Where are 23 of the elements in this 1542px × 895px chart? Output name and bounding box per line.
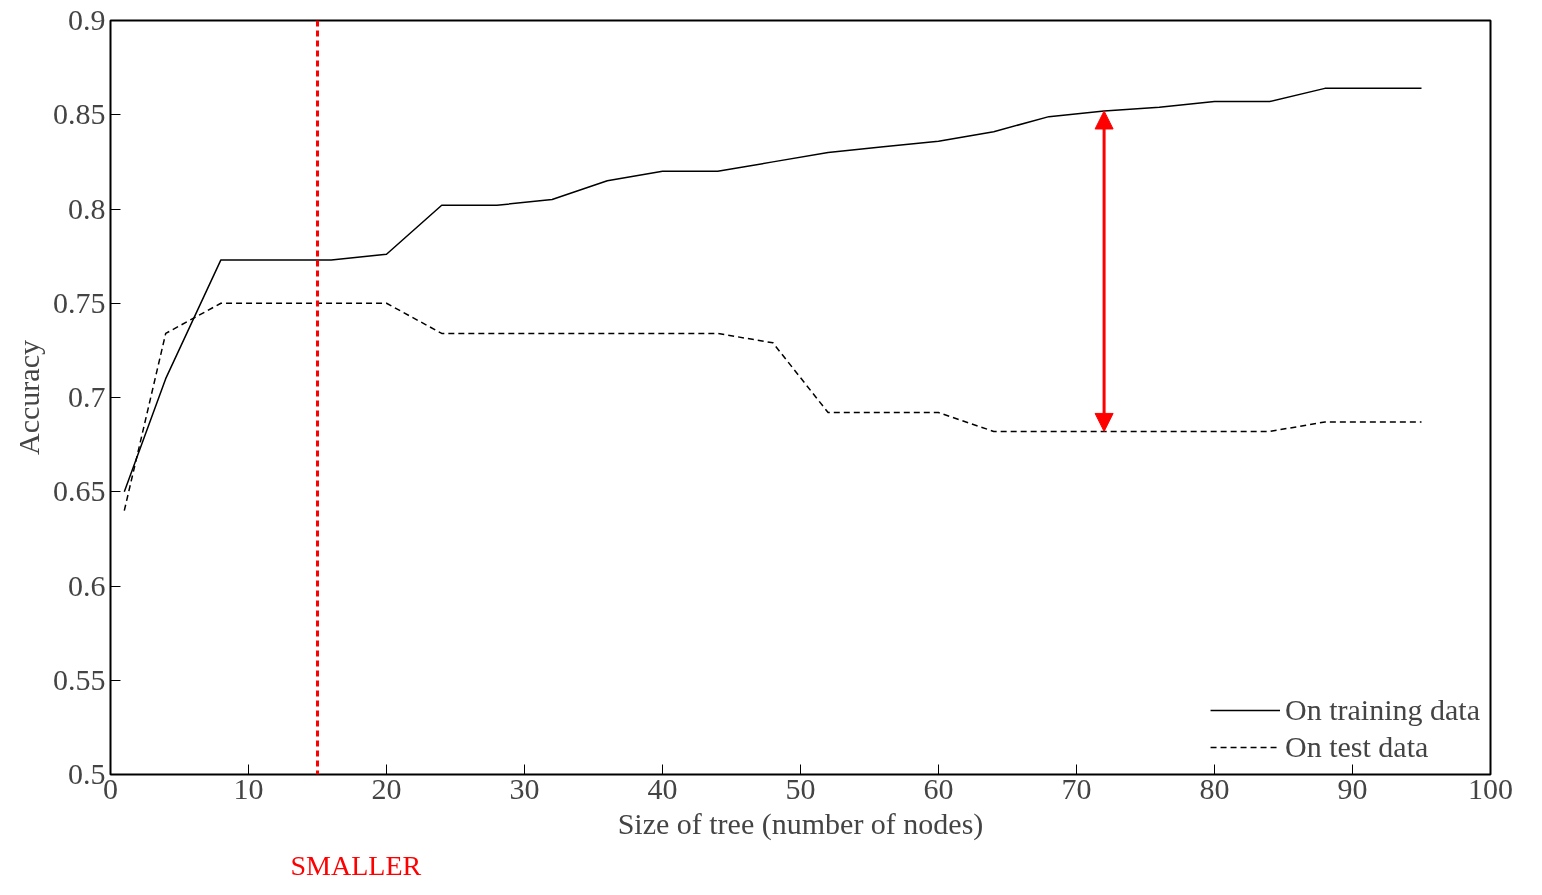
x-tick-label: 60 — [923, 771, 954, 805]
x-tick-label: 80 — [1199, 771, 1230, 805]
y-tick-label: 0.6 — [68, 568, 106, 602]
y-axis-title: Accuracy — [12, 340, 45, 455]
legend-label: On test data — [1285, 730, 1429, 764]
y-tick-label: 0.9 — [68, 3, 106, 36]
x-axis-title: Size of tree (number of nodes) — [617, 806, 984, 841]
x-tick-label: 40 — [647, 771, 678, 805]
x-tick-label: 100 — [1468, 771, 1513, 805]
y-tick-label: 0.65 — [53, 474, 106, 508]
x-tick-label: 30 — [509, 771, 540, 805]
x-tick-label: 70 — [1061, 771, 1092, 805]
text: SMALLER — [290, 849, 422, 881]
y-tick-label: 0.55 — [53, 662, 106, 696]
x-tick-label: 10 — [233, 771, 264, 805]
y-tick-label: 0.75 — [53, 285, 106, 319]
y-tick-label: 0.85 — [53, 97, 106, 131]
x-tick-label: 20 — [371, 771, 402, 805]
y-tick-label: 0.8 — [68, 191, 106, 225]
legend-label: On training data — [1285, 693, 1480, 727]
x-tick-label: 90 — [1337, 771, 1368, 805]
x-tick-label: 50 — [785, 771, 816, 805]
y-tick-label: 0.7 — [68, 380, 106, 413]
